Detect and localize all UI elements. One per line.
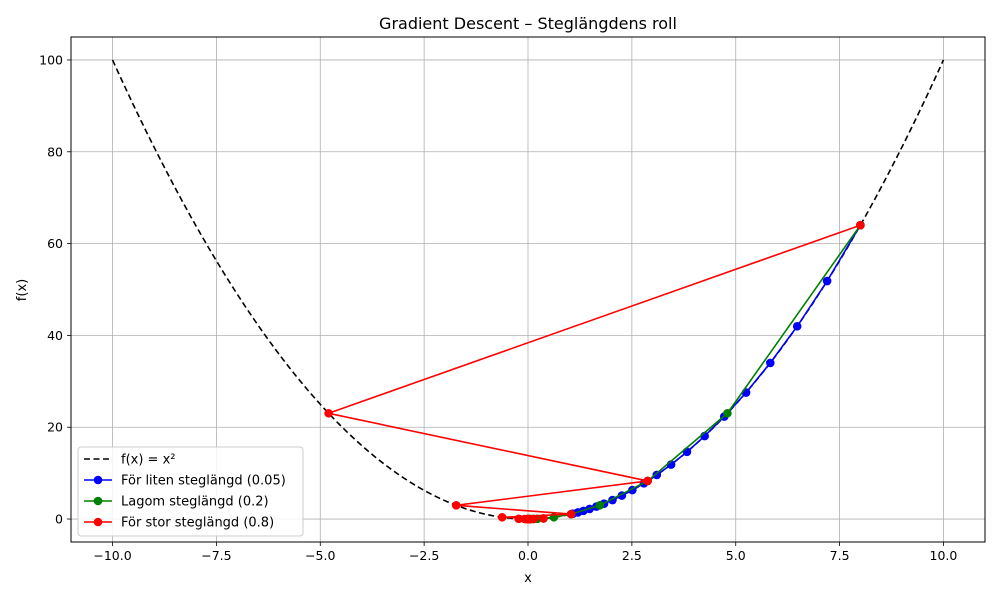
- x-axis-ticks: −10.0 −7.5 −5.0 −2.5 0.0 2.5 5.0 7.5 10.0: [93, 542, 957, 563]
- y-axis-ticks: 0 20 40 60 80 100: [39, 52, 71, 527]
- y-tick-label: 40: [47, 328, 63, 343]
- data-point: [566, 509, 576, 519]
- x-tick-label: −7.5: [201, 548, 231, 563]
- data-point: [523, 514, 533, 524]
- data-point: [792, 321, 802, 331]
- legend-marker-4: [93, 517, 103, 527]
- series-3: [324, 220, 865, 524]
- legend-label-3: Lagom steglängd (0.2): [121, 495, 269, 510]
- x-tick-label: 10.0: [930, 548, 958, 563]
- data-point: [652, 470, 662, 480]
- legend: f(x) = x² För liten steglängd (0.05) Lagom…: [77, 446, 304, 537]
- x-tick-label: −10.0: [93, 548, 131, 563]
- data-point: [497, 512, 507, 522]
- data-point: [822, 276, 832, 286]
- legend-label-2: För liten steglängd (0.05): [121, 474, 286, 489]
- y-tick-label: 100: [39, 52, 63, 67]
- y-tick-label: 60: [47, 236, 63, 251]
- data-point: [595, 501, 605, 510]
- data-point: [643, 476, 652, 486]
- legend-label-4: För stor steglängd (0.8): [121, 516, 274, 531]
- data-point: [682, 447, 692, 457]
- y-tick-label: 0: [55, 512, 63, 527]
- x-tick-label: 5.0: [726, 548, 746, 563]
- y-tick-label: 20: [47, 420, 63, 435]
- data-point: [856, 220, 865, 230]
- x-tick-label: 0.0: [518, 548, 538, 563]
- legend-label-1: f(x) = x²: [121, 453, 175, 468]
- data-point: [741, 388, 751, 397]
- legend-marker-3: [93, 496, 103, 506]
- y-tick-label: 80: [47, 144, 63, 159]
- y-axis-label: f(x): [15, 279, 30, 301]
- x-axis-label: x: [524, 571, 532, 586]
- series-layer: [324, 220, 865, 524]
- x-tick-label: 7.5: [830, 548, 850, 563]
- legend-box: [77, 446, 304, 537]
- x-tick-label: 2.5: [622, 548, 642, 563]
- data-point: [765, 358, 775, 368]
- data-point: [451, 501, 461, 510]
- data-point: [539, 514, 548, 523]
- data-point: [324, 408, 333, 418]
- data-point: [723, 408, 732, 418]
- chart-title: Gradient Descent – Steglängdens roll: [379, 14, 677, 33]
- x-tick-label: −5.0: [305, 548, 335, 563]
- legend-marker-2: [93, 475, 103, 485]
- x-tick-label: −2.5: [409, 548, 439, 563]
